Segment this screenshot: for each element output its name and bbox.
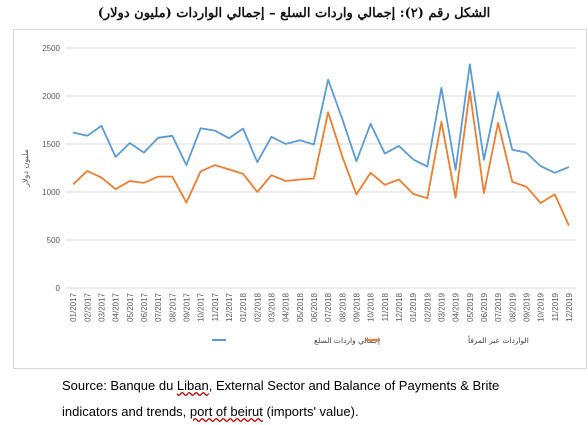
source-line-1: Source: Banque du Liban, External Sector… (62, 373, 582, 399)
x-tick-label: 10/2019 (537, 292, 546, 321)
x-tick-label: 11/2019 (551, 292, 560, 321)
x-tick-label: 04/2019 (452, 292, 461, 321)
x-tick-label: 08/2017 (168, 292, 177, 321)
x-tick-label: 04/2017 (112, 292, 121, 321)
source-text-4: (imports' value). (262, 404, 359, 419)
x-tick-label: 04/2018 (282, 292, 291, 321)
y-tick-label: 0 (56, 284, 61, 293)
source-text-3: indicators and trends, (62, 404, 190, 419)
y-tick-label: 1000 (42, 188, 60, 197)
series-line (72, 63, 570, 174)
x-tick-label: 05/2018 (296, 292, 305, 321)
x-tick-label: 05/2019 (466, 292, 475, 321)
x-tick-label: 02/2018 (253, 292, 262, 321)
y-axis-label: مليون دولار (21, 149, 30, 188)
x-tick-label: 05/2017 (126, 292, 135, 321)
x-tick-label: 11/2018 (381, 292, 390, 321)
x-tick-label: 09/2017 (182, 292, 191, 321)
x-tick-label: 08/2019 (508, 292, 517, 321)
source-line-2: indicators and trends, port of beirut (i… (62, 399, 582, 425)
source-note: Source: Banque du Liban, External Sector… (62, 373, 582, 425)
x-tick-label: 01/2017 (69, 292, 78, 321)
x-tick-label: 06/2019 (480, 292, 489, 321)
x-tick-label: 10/2017 (197, 292, 206, 321)
x-tick-label: 10/2018 (367, 292, 376, 321)
x-tick-label: 12/2017 (225, 292, 234, 321)
y-tick-label: 1500 (42, 140, 60, 149)
x-tick-label: 09/2018 (352, 292, 361, 321)
source-underlined-1: Liban (176, 378, 209, 393)
chart-title: الشكل رقم (٢): إجمالي واردات السلع – إجم… (97, 6, 491, 21)
x-tick-label: 03/2019 (437, 292, 446, 321)
source-underlined-2: port of beirut (189, 404, 263, 419)
series-line (72, 90, 570, 226)
x-tick-label: 02/2017 (83, 292, 92, 321)
source-text-2: , External Sector and Balance of Payment… (208, 378, 500, 393)
x-tick-label: 06/2017 (140, 292, 149, 321)
x-tick-label: 07/2018 (324, 292, 333, 321)
x-tick-label: 01/2018 (239, 292, 248, 321)
x-tick-label: 01/2019 (409, 292, 418, 321)
legend-label: الواردات عبر المرفأ (468, 335, 529, 345)
x-tick-label: 09/2019 (522, 292, 531, 321)
y-tick-label: 500 (47, 236, 61, 245)
x-tick-label: 07/2019 (494, 292, 503, 321)
legend-label: إجمالي واردات السلع (314, 336, 380, 345)
x-tick-label: 03/2018 (267, 292, 276, 321)
x-tick-label: 12/2019 (565, 292, 574, 321)
x-tick-label: 02/2019 (423, 292, 432, 321)
x-tick-label: 11/2017 (211, 292, 220, 321)
x-tick-label: 03/2017 (97, 292, 106, 321)
y-tick-label: 2500 (42, 44, 60, 53)
x-tick-label: 12/2018 (395, 292, 404, 321)
y-tick-label: 2000 (42, 92, 60, 101)
source-text-1: Source: Banque du (62, 378, 177, 393)
x-tick-label: 06/2018 (310, 292, 319, 321)
chart-frame: 0 500 1000 1500 2000 2500 مليون دولار 01/2017 02… (13, 29, 587, 369)
x-tick-label: 08/2018 (338, 292, 347, 321)
x-tick-label: 07/2017 (154, 292, 163, 321)
line-chart: 0 500 1000 1500 2000 2500 مليون دولار 01/2017 02… (21, 44, 576, 345)
